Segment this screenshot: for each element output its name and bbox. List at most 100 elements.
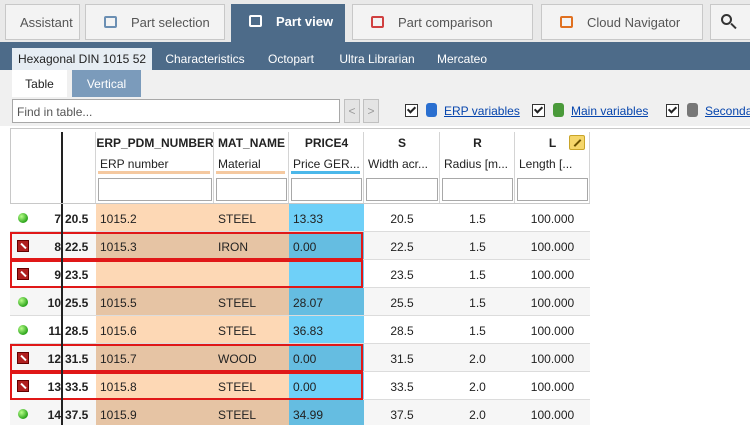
cell: 0.00	[293, 380, 317, 394]
cell-background	[96, 372, 214, 400]
checkbox-label[interactable]: Main variables	[571, 104, 649, 118]
row-key: 33.5	[65, 380, 89, 394]
row-key: 37.5	[65, 408, 89, 422]
cell: 1015.5	[100, 296, 137, 310]
checkbox[interactable]	[405, 104, 418, 117]
check-mark	[406, 105, 417, 114]
cell: 100.000	[530, 324, 575, 338]
row-id: 7	[54, 212, 61, 226]
cell: 28.07	[293, 296, 324, 310]
cell-background	[289, 344, 364, 372]
column-filter[interactable]	[98, 178, 212, 201]
column-name[interactable]: MAT_NAME	[217, 136, 286, 150]
checkbox-label[interactable]: Seconda	[705, 104, 750, 118]
search-tab[interactable]	[710, 4, 750, 40]
sub-tab[interactable]: Characteristics	[156, 48, 254, 70]
column-description: ERP number	[100, 157, 169, 171]
cell: 2.0	[469, 380, 486, 394]
search-placeholder: Find in table...	[17, 105, 93, 119]
cell-shade	[214, 232, 289, 260]
cell-background	[214, 204, 289, 232]
column-name[interactable]: S	[397, 136, 406, 150]
cell: 36.83	[293, 324, 324, 338]
tab-icon	[560, 16, 573, 28]
cell: 37.5	[390, 408, 414, 422]
sub-tab[interactable]: Hexagonal DIN 1015 52	[12, 48, 152, 70]
view-tab[interactable]: Table	[12, 70, 67, 97]
sub-tab-label: Ultra Librarian	[339, 52, 415, 66]
cell-background	[289, 288, 364, 316]
column-underline	[98, 171, 210, 174]
column-filter[interactable]	[216, 178, 287, 201]
cell: STEEL	[218, 212, 257, 226]
cell: 100.000	[530, 380, 575, 394]
sub-tab[interactable]: Mercateo	[426, 48, 498, 70]
cell: 1.5	[469, 268, 486, 282]
row-id: 12	[47, 352, 61, 366]
column-description: Length [...	[519, 157, 573, 171]
header-border	[10, 203, 590, 204]
cell-background	[289, 232, 364, 260]
error-icon	[17, 240, 29, 252]
cell-background	[289, 260, 364, 288]
view-tab[interactable]: Vertical	[72, 70, 141, 97]
cell-background	[96, 260, 214, 288]
error-outline	[10, 260, 363, 288]
cell: 100.000	[530, 240, 575, 254]
search-icon	[721, 14, 732, 25]
check-mark	[533, 105, 544, 114]
cell: 22.5	[390, 240, 414, 254]
checkbox[interactable]	[532, 104, 545, 117]
top-tab[interactable]: Cloud Navigator	[541, 4, 703, 40]
search-input[interactable]: Find in table...	[12, 99, 340, 123]
cell: 100.000	[530, 408, 575, 422]
check-mark	[667, 105, 678, 114]
prev-button[interactable]: <	[344, 99, 360, 123]
column-filter[interactable]	[291, 178, 362, 201]
column-name[interactable]: R	[473, 136, 482, 150]
cell: 31.5	[390, 352, 414, 366]
error-outline	[10, 372, 363, 400]
tab-label: Part comparison	[398, 15, 493, 30]
search-icon-handle	[730, 22, 737, 30]
cell-background	[289, 400, 364, 425]
sub-tab[interactable]: Octopart	[256, 48, 326, 70]
row-id: 10	[47, 296, 61, 310]
next-button[interactable]: >	[363, 99, 379, 123]
cell: 1015.6	[100, 324, 137, 338]
cell-shade	[214, 344, 289, 372]
cell-shade	[96, 288, 214, 316]
cell: 1015.2	[100, 212, 137, 226]
cell: 34.99	[293, 408, 324, 422]
top-tab[interactable]: Part comparison	[352, 4, 533, 40]
row-border	[10, 231, 590, 232]
cell: WOOD	[218, 352, 257, 366]
top-tab[interactable]: Part selection	[85, 4, 225, 40]
column-name[interactable]: PRICE4	[304, 136, 349, 150]
top-tab[interactable]: Part view	[231, 4, 345, 42]
edit-icon[interactable]	[569, 135, 585, 150]
cell: 1.5	[469, 296, 486, 310]
column-filter[interactable]	[442, 178, 513, 201]
column-name[interactable]: ERP_PDM_NUMBER	[96, 136, 214, 150]
cell-background	[214, 232, 289, 260]
cell: 2.0	[469, 352, 486, 366]
row-key: 28.5	[65, 324, 89, 338]
column-filter[interactable]	[517, 178, 588, 201]
column-filter[interactable]	[366, 178, 438, 201]
row-id: 9	[54, 268, 61, 282]
checkbox-label[interactable]: ERP variables	[444, 104, 520, 118]
top-tab[interactable]: Assistant	[5, 4, 80, 40]
checkbox[interactable]	[666, 104, 679, 117]
cell-background	[96, 344, 214, 372]
error-icon	[17, 380, 29, 392]
error-outline	[10, 344, 363, 372]
sub-tab[interactable]: Ultra Librarian	[328, 48, 426, 70]
cell-shade	[289, 400, 364, 425]
cell-shade	[214, 400, 289, 425]
tab-icon	[249, 15, 262, 27]
column-name[interactable]: L	[548, 136, 557, 150]
row-id: 8	[54, 240, 61, 254]
row-border	[10, 343, 590, 344]
